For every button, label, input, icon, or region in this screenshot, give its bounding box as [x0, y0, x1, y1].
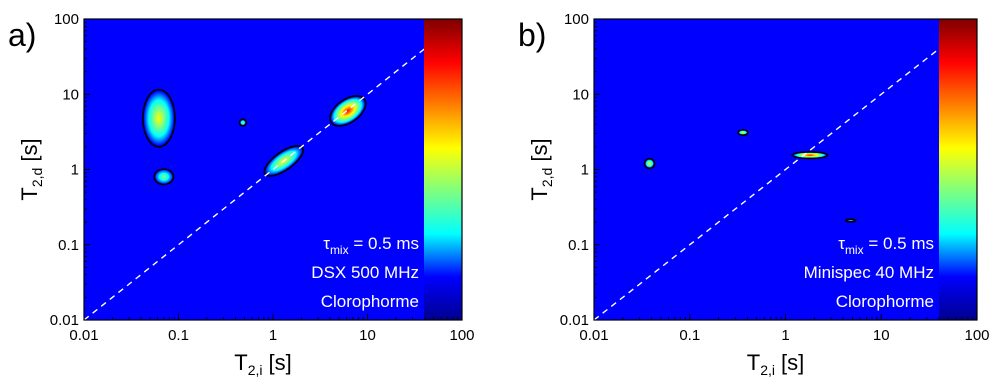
chart-panel-b: 0.010.01 0.1 0.1 1 1 10 10 100 100 T2,i [s] T2,d[s]… — [518, 11, 990, 378]
peak-contour — [737, 129, 749, 136]
x-tick-label: 10 — [873, 327, 890, 344]
peak-3 — [791, 151, 829, 160]
peak-1 — [142, 88, 176, 148]
panel-label: b) — [518, 17, 546, 53]
y-tick-label: 0.01 — [560, 312, 589, 329]
annotation-instrument: Minispec 40 MHz — [804, 263, 934, 282]
peak-contour — [263, 145, 304, 177]
peak-4 — [329, 95, 367, 127]
annotation-instrument: DSX 500 MHz — [311, 263, 419, 282]
y-tick-label: 100 — [564, 11, 589, 28]
plot-area — [84, 19, 462, 320]
x-axis-label: T2,i [s] — [234, 350, 291, 378]
x-tick-label: 0.1 — [168, 327, 189, 344]
plot-area — [594, 19, 977, 320]
peak-2 — [153, 168, 175, 186]
peak-3 — [238, 118, 247, 127]
panel-label: a) — [8, 17, 36, 53]
y-tick-label: 0.01 — [50, 312, 79, 329]
x-tick-label: 0.1 — [679, 327, 700, 344]
x-tick-label: 1 — [269, 327, 277, 344]
peak-contour — [153, 168, 175, 186]
annotation-sample: Clorophorme — [321, 292, 419, 311]
x-tick-label: 100 — [964, 327, 989, 344]
peak-2 — [737, 129, 749, 136]
y-axis-label: T2,d[s] — [17, 138, 45, 200]
x-axis-label: T2,i [s] — [747, 350, 804, 378]
peak-contour — [142, 88, 176, 148]
y-tick-label: 10 — [572, 86, 589, 103]
y-tick-label: 0.1 — [568, 237, 589, 254]
peak-contour — [791, 151, 829, 160]
x-tick-label: 100 — [449, 327, 474, 344]
peak-fill — [143, 91, 175, 146]
peak-contour — [844, 218, 857, 223]
x-tick-label: 0.01 — [579, 327, 608, 344]
y-tick-label: 1 — [581, 162, 589, 179]
colorbar — [939, 19, 977, 320]
peak-fill — [154, 169, 174, 185]
annotation-mixing-time: τmix = 0.5 ms — [323, 234, 419, 257]
y-tick-label: 0.1 — [58, 237, 79, 254]
peak-contour — [329, 95, 367, 127]
x-tick-label: 10 — [359, 327, 376, 344]
annotation-mixing-time: τmix = 0.5 ms — [838, 234, 934, 257]
peak-contour — [238, 118, 247, 127]
peak-fill — [644, 158, 655, 169]
diagonal-line — [84, 19, 462, 320]
chart-panel-a: 0.010.01 0.1 0.1 1 1 10 10 100 100 T2,i [s] T2,d[s]… — [8, 11, 475, 378]
diagonal-line — [594, 19, 977, 320]
peak-contour — [643, 157, 656, 170]
peak-fill — [738, 130, 748, 136]
peak-fill — [239, 119, 247, 126]
y-tick-label: 100 — [54, 11, 79, 28]
x-tick-label: 0.01 — [69, 327, 98, 344]
x-tick-label: 1 — [781, 327, 789, 344]
annotation-sample: Clorophorme — [836, 292, 934, 311]
y-tick-label: 1 — [71, 162, 79, 179]
y-tick-label: 10 — [62, 86, 79, 103]
peak-1 — [643, 157, 656, 170]
peak-4 — [844, 218, 857, 223]
colorbar — [424, 19, 462, 320]
y-axis-label: T2,d[s] — [527, 138, 555, 200]
